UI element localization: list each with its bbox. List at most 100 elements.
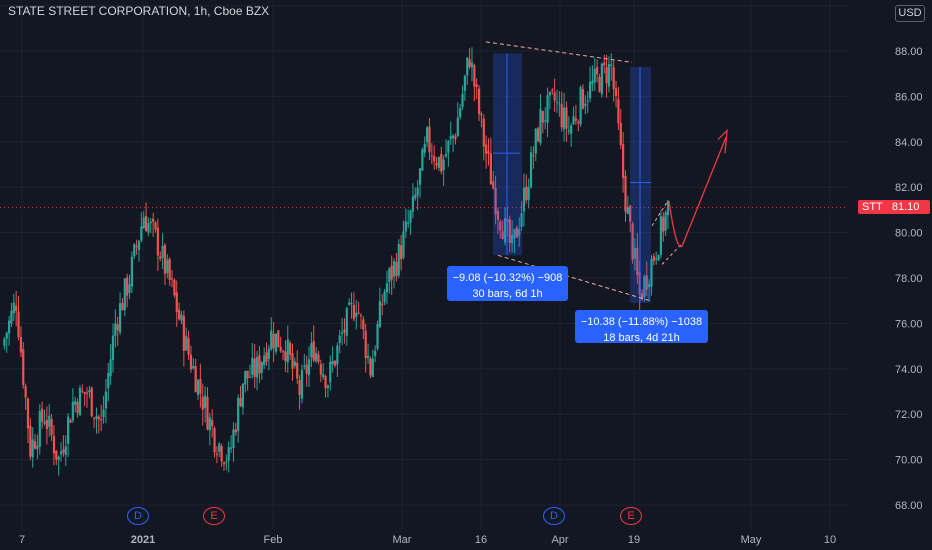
candle-body	[496, 211, 500, 220]
candle-body	[598, 76, 601, 92]
candle-body	[95, 416, 98, 420]
candle-body	[163, 245, 167, 274]
candle-body	[71, 401, 74, 421]
candle-body	[3, 338, 6, 346]
candle-body	[596, 67, 599, 75]
candle-body	[562, 107, 566, 130]
candle-body	[81, 390, 84, 392]
candle-body	[83, 391, 86, 395]
projection-path	[668, 137, 727, 248]
candle-body	[322, 373, 325, 377]
candle-body	[241, 383, 244, 408]
candle-body	[74, 401, 77, 405]
candle-body	[152, 218, 155, 222]
candle-body	[539, 108, 542, 144]
candle-body	[456, 117, 459, 137]
candle-body	[558, 103, 561, 105]
earnings-event-badge[interactable]: E	[620, 507, 642, 525]
candle-body	[307, 359, 311, 376]
candle-body	[626, 207, 629, 215]
candle-body	[503, 218, 507, 243]
chart-title: STATE STREET CORPORATION, 1h, Cboe BZX	[8, 4, 270, 18]
candle-body	[45, 419, 48, 430]
x-tick-label: 2021	[131, 534, 155, 546]
candle-body	[310, 343, 313, 358]
candle-body	[421, 149, 424, 171]
candle-body	[529, 152, 533, 188]
candle-body	[461, 93, 464, 108]
candle-body	[345, 308, 348, 336]
candle-body	[78, 387, 82, 416]
y-tick-label: 86.00	[895, 91, 923, 103]
currency-label[interactable]: USD	[895, 5, 925, 22]
candle-body	[319, 364, 322, 375]
y-tick-label: 68.00	[895, 500, 923, 512]
candle-body	[253, 358, 256, 378]
candle-body	[470, 62, 474, 68]
candle-body	[121, 303, 124, 311]
candle-body	[114, 323, 117, 336]
candle-body	[104, 391, 108, 409]
candle-body	[178, 309, 181, 320]
candle-body	[175, 292, 178, 313]
candle-body	[215, 454, 219, 456]
candle-body	[551, 89, 554, 91]
candle-body	[584, 103, 587, 107]
candle-body	[326, 385, 330, 389]
candle-body	[449, 136, 452, 140]
candle-body	[156, 227, 159, 256]
candle-body	[255, 357, 259, 378]
dividend-event-badge[interactable]: D	[127, 507, 149, 525]
dividend-event-badge[interactable]: D	[543, 507, 565, 525]
candle-body	[570, 125, 573, 134]
candle-body	[161, 245, 164, 258]
candle-body	[296, 362, 299, 379]
candle-body	[130, 256, 133, 287]
candle-body	[515, 227, 518, 238]
candle-body	[605, 67, 608, 84]
candle-body	[118, 303, 122, 333]
candle-body	[50, 419, 53, 436]
candle-body	[340, 332, 344, 334]
candle-body	[281, 351, 285, 353]
candle-body	[574, 118, 577, 121]
candle-body	[180, 314, 183, 321]
measure-1-change: −9.08 (−10.32%) −908	[452, 272, 563, 284]
candle-body	[274, 333, 278, 352]
candle-body	[343, 329, 346, 333]
candle-body	[357, 312, 360, 314]
candle-body	[213, 428, 216, 453]
candle-body	[430, 155, 433, 157]
trendline-lower	[497, 254, 651, 302]
candle-body	[489, 153, 492, 185]
candle-body	[364, 330, 367, 359]
candle-body	[494, 187, 497, 215]
candle-body	[508, 219, 511, 243]
earnings-event-badge[interactable]: E	[203, 507, 225, 525]
candle-body	[225, 461, 228, 463]
price-tag-symbol: STT	[862, 201, 883, 213]
candle-body	[204, 395, 207, 408]
candle-body	[293, 361, 296, 366]
candle-body	[466, 57, 469, 76]
candle-body	[395, 262, 398, 277]
candle-body	[402, 231, 405, 258]
candle-body	[390, 265, 393, 280]
candle-body	[220, 445, 223, 462]
candle-body	[270, 330, 273, 350]
candle-body	[229, 447, 233, 449]
candle-body	[173, 279, 176, 296]
candle-body	[201, 397, 204, 410]
candle-body	[137, 241, 141, 250]
candle-body	[447, 140, 450, 153]
candle-body	[69, 419, 72, 423]
candle-body	[154, 222, 157, 230]
projection-arrowhead	[717, 128, 728, 154]
candle-body	[329, 361, 332, 383]
candle-body	[284, 351, 287, 362]
candle-body	[404, 221, 407, 232]
candle-body	[487, 151, 490, 154]
candle-body	[511, 235, 514, 244]
